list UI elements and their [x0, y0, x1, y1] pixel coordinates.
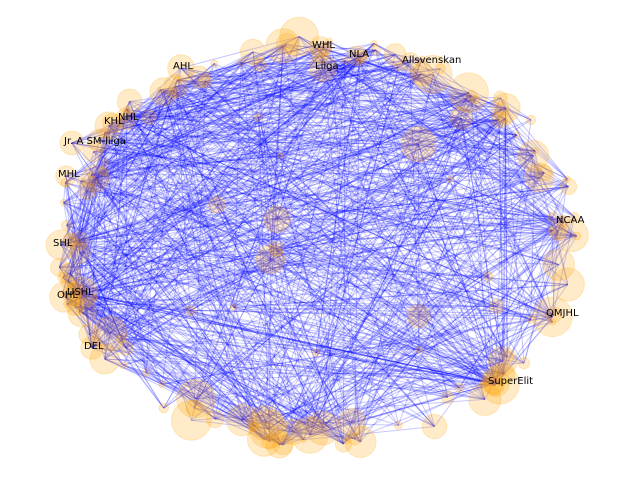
graph-node — [447, 176, 453, 182]
graph-node — [227, 404, 258, 435]
graph-node — [312, 349, 319, 356]
graph-node — [199, 75, 212, 88]
graph-node — [61, 220, 71, 230]
graph-node — [466, 90, 477, 101]
graph-node — [230, 304, 236, 310]
graph-node — [416, 346, 423, 353]
node-label-ncaa: NCAA — [556, 215, 585, 226]
graph-node — [206, 410, 224, 428]
graph-node — [254, 113, 262, 121]
node-label-jr-a-sm-liiga: Jr. A SM-liiga — [63, 136, 126, 147]
graph-node — [116, 334, 125, 343]
graph-node — [526, 115, 535, 124]
graph-node — [395, 422, 403, 430]
graph-node — [490, 299, 504, 313]
graph-node — [401, 127, 436, 162]
graph-node — [211, 60, 218, 67]
graph-node — [422, 414, 447, 439]
graph-node — [256, 245, 284, 273]
node-label-shl: SHL — [53, 238, 73, 249]
node-label-del: DEL — [84, 341, 104, 352]
graph-node — [564, 176, 570, 182]
node-label-ahl: AHL — [173, 61, 193, 72]
graph-node — [455, 383, 464, 392]
node-label-ushl: USHL — [67, 287, 94, 298]
graph-node — [407, 305, 430, 328]
graph-node — [306, 411, 340, 445]
graph-node — [82, 165, 109, 192]
node-label-khl: KHL — [104, 116, 124, 127]
node-label-allsvenskan: Allsvenskan — [402, 55, 461, 66]
graph-node — [88, 172, 94, 178]
graph-node — [498, 111, 513, 126]
graph-node — [551, 268, 584, 301]
graph-node — [186, 400, 202, 416]
graph-node — [338, 409, 366, 437]
graph-node — [518, 140, 549, 171]
graph-node — [159, 403, 169, 413]
graph-node — [280, 419, 305, 444]
graph-node — [484, 272, 493, 281]
graph-node — [514, 132, 520, 138]
graph-node — [518, 357, 529, 368]
graph-node — [60, 199, 66, 205]
graph-edge — [146, 373, 504, 374]
node-label-superelit: SuperElit — [488, 376, 533, 387]
node-label-nla: NLA — [349, 49, 369, 60]
graph-node — [143, 369, 150, 376]
graph-node — [277, 153, 283, 159]
node-label-whl: WHL — [312, 40, 335, 51]
graph-node — [371, 45, 381, 55]
graph-node — [264, 206, 291, 233]
graph-node — [238, 59, 245, 66]
graph-node — [76, 309, 83, 316]
node-label-mhl: MHL — [58, 169, 80, 180]
graph-node — [209, 196, 226, 213]
graph-node — [159, 381, 166, 388]
graph-node — [120, 362, 127, 369]
graph-node — [142, 110, 157, 125]
graph-node — [349, 433, 361, 445]
graph-node — [102, 159, 109, 166]
graph-node — [150, 78, 178, 106]
graph-node — [441, 391, 454, 404]
graph-node — [450, 107, 472, 129]
node-label-qmjhl: QMJHL — [546, 308, 579, 319]
graph-edge — [126, 348, 164, 408]
graph-node — [266, 29, 300, 63]
graph-node — [50, 259, 68, 277]
node-label-liiga: Liiga — [315, 61, 339, 72]
graph-node — [185, 306, 195, 316]
